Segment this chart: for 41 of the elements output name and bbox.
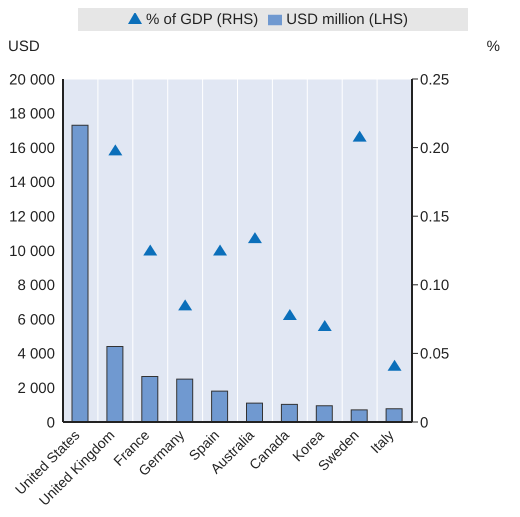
y-tick-label: 16 000	[9, 140, 55, 157]
y-tick-label: 20 000	[9, 71, 55, 88]
y-axis-title: USD	[8, 38, 40, 55]
point	[388, 360, 402, 371]
point	[143, 244, 158, 256]
y-tick-label: 4 000	[17, 346, 55, 363]
bar	[316, 405, 333, 422]
x-tick-label: Italy	[367, 426, 397, 456]
y-tick-label: 6 000	[17, 311, 55, 328]
bar	[211, 390, 228, 422]
y2-axis-title: %	[486, 38, 500, 55]
y2-tick-label: 0.20	[420, 140, 450, 157]
bar	[72, 124, 88, 422]
legend-label: USD million (LHS)	[286, 11, 408, 28]
bar	[350, 409, 368, 422]
y-tick-label: 14 000	[9, 174, 55, 192]
y-tick-label: 0	[46, 414, 55, 432]
bar	[246, 402, 263, 422]
bar	[106, 346, 124, 422]
y2-tick-label: 0.25	[420, 71, 450, 88]
point	[318, 320, 332, 331]
bar	[280, 404, 298, 422]
point	[282, 308, 297, 320]
y-tick-label: 8 000	[17, 277, 55, 294]
point	[178, 299, 192, 310]
y2-tick-label: 0.05	[420, 346, 450, 363]
point	[352, 130, 367, 142]
y2-tick-label: 0.10	[420, 277, 450, 294]
point	[108, 144, 122, 156]
y-tick-label: 10 000	[9, 242, 55, 260]
bar	[386, 408, 403, 422]
y2-tick-label: 0	[420, 414, 428, 432]
y2-tick-label: 0.15	[420, 208, 450, 226]
y-tick-label: 12 000	[9, 208, 55, 226]
y-tick-label: 18 000	[9, 106, 55, 123]
y-tick-label: 2 000	[17, 380, 55, 398]
bar	[176, 378, 194, 422]
bar	[141, 376, 158, 422]
legend-label: % of GDP (RHS)	[146, 11, 258, 28]
point	[213, 244, 228, 256]
point	[248, 232, 262, 244]
